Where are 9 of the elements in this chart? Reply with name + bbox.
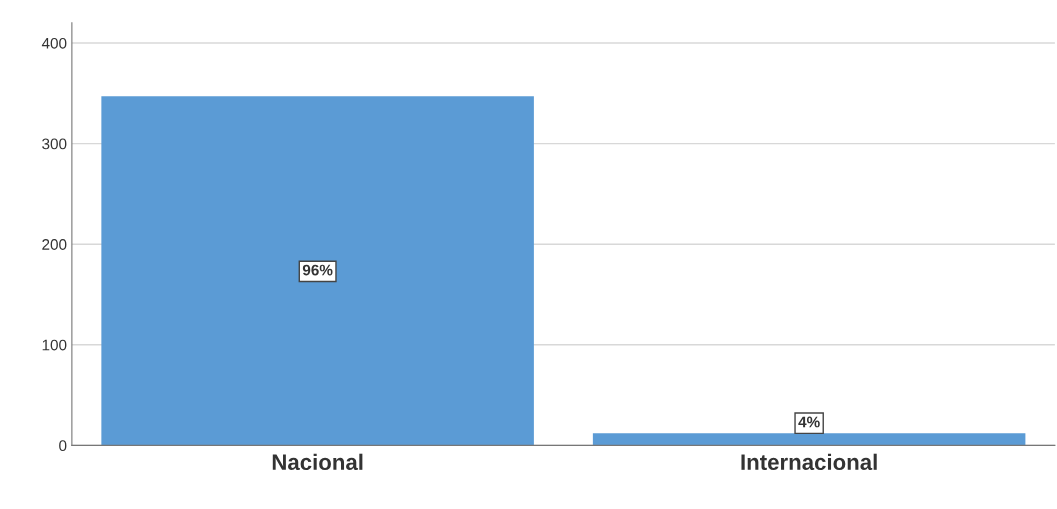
x-tick-label: Nacional [272, 453, 363, 471]
annotation: 96% [302, 264, 333, 276]
y-tick-label: 100 [42, 339, 67, 351]
y-tick-label: 200 [42, 239, 67, 250]
y-tick-label: 300 [42, 138, 67, 150]
y-tick-label: 0 [59, 440, 67, 452]
x-tick-label: Internacional [741, 453, 877, 471]
annotation: 4% [798, 416, 820, 428]
y-tick-label: 400 [41, 37, 67, 49]
